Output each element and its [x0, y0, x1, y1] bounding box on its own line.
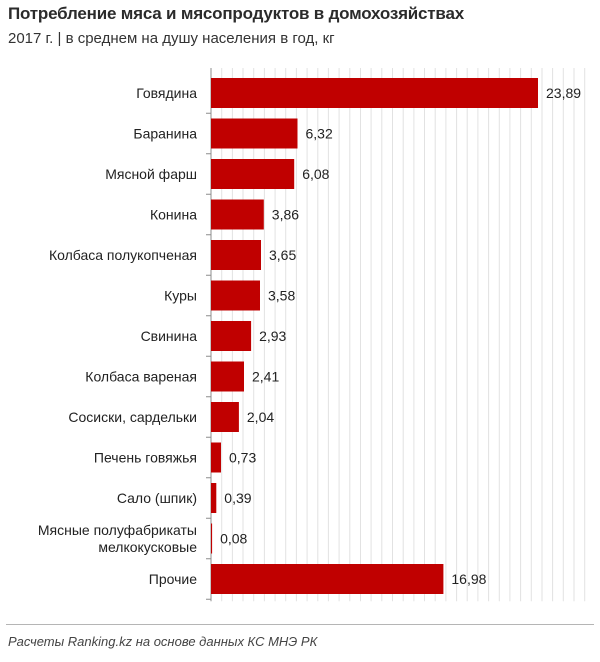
data-label-2: 6,08: [302, 166, 329, 182]
bar-chart: 23,89 Говядина 6,32 Баранина 6,08 Мясной фарш…: [38, 68, 586, 602]
category-label-line: мелкокусковые: [98, 539, 197, 555]
bar-1: [211, 118, 298, 149]
category-label-9: Печень говяжья: [94, 450, 197, 466]
data-label-9: 0,73: [229, 450, 256, 466]
footer-divider: [6, 624, 594, 625]
category-label-line: Колбаса вареная: [85, 369, 197, 385]
category-label-5: Куры: [164, 288, 197, 304]
category-label-line: Мясные полуфабрикаты: [38, 522, 197, 538]
category-label-line: Печень говяжья: [94, 450, 197, 466]
source-note: Расчеты Ranking.kz на основе данных КС М…: [8, 634, 318, 649]
bar-4: [211, 240, 261, 270]
category-label-10: Сало (шпик): [117, 490, 197, 506]
bar-10: [211, 483, 217, 513]
category-label-0: Говядина: [136, 85, 197, 101]
bar-9: [211, 442, 221, 473]
category-label-line: Свинина: [141, 328, 198, 344]
category-label-6: Свинина: [141, 328, 198, 344]
data-label-3: 3,86: [272, 207, 299, 223]
category-label-line: Баранина: [133, 126, 197, 142]
data-label-5: 3,58: [268, 288, 295, 304]
category-label-line: Говядина: [136, 85, 197, 101]
chart-title: Потребление мяса и мясопродуктов в домох…: [8, 4, 464, 23]
bar-12: [211, 564, 444, 594]
bar-3: [211, 199, 264, 230]
category-label-7: Колбаса вареная: [85, 369, 197, 385]
data-label-0: 23,89: [546, 85, 581, 101]
gridlines: [221, 68, 586, 602]
bar-2: [211, 159, 295, 189]
data-label-10: 0,39: [224, 490, 251, 506]
category-label-12: Прочие: [149, 571, 197, 587]
bar-0: [211, 78, 538, 108]
data-label-11: 0,08: [220, 531, 247, 547]
data-label-1: 6,32: [306, 126, 333, 142]
data-label-4: 3,65: [269, 247, 296, 263]
chart-subtitle: 2017 г. | в среднем на душу населения в …: [8, 30, 335, 47]
category-label-line: Мясной фарш: [105, 166, 197, 182]
category-label-4: Колбаса полукопченая: [49, 247, 197, 263]
data-label-8: 2,04: [247, 409, 274, 425]
category-label-line: Прочие: [149, 571, 197, 587]
data-label-6: 2,93: [259, 328, 286, 344]
bar-11: [211, 523, 213, 554]
category-label-line: Сало (шпик): [117, 490, 197, 506]
category-label-11: Мясные полуфабрикаты мелкокусковые: [38, 522, 197, 555]
category-label-2: Мясной фарш: [105, 166, 197, 182]
data-label-12: 16,98: [451, 571, 486, 587]
bar-7: [211, 361, 244, 392]
category-label-line: Сосиски, сардельки: [68, 409, 197, 425]
category-label-line: Колбаса полукопченая: [49, 247, 197, 263]
data-label-7: 2,41: [252, 369, 279, 385]
category-label-8: Сосиски, сардельки: [68, 409, 197, 425]
category-label-3: Конина: [150, 207, 197, 223]
bar-5: [211, 280, 260, 311]
bar-6: [211, 321, 252, 351]
bar-8: [211, 402, 239, 432]
category-label-line: Куры: [164, 288, 197, 304]
category-label-line: Конина: [150, 207, 197, 223]
category-label-1: Баранина: [133, 126, 197, 142]
